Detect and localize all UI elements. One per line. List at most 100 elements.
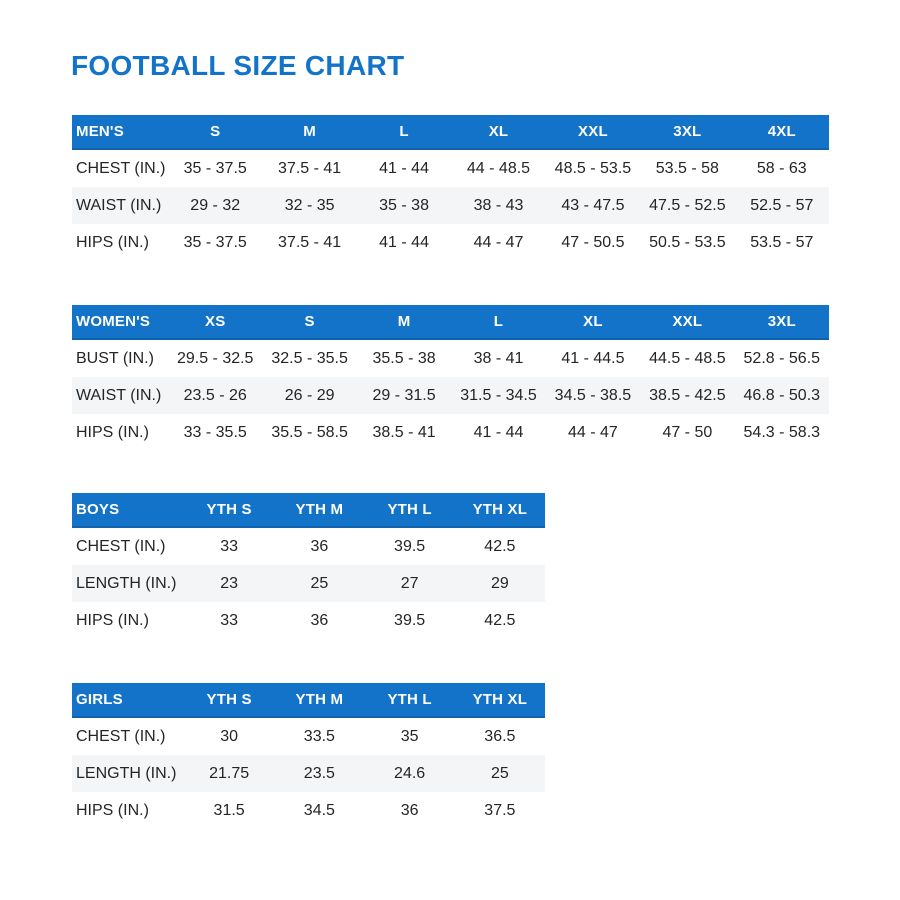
data-cell: 23.5 - 26 <box>183 386 247 404</box>
data-cell: 41 - 44 <box>379 233 429 251</box>
size-header-cell: YTH XL <box>472 501 528 518</box>
table-row: BUST (IN.) 29.5 - 32.5 32.5 - 35.5 35.5 - 3… <box>72 340 829 377</box>
row-label: LENGTH (IN.) <box>76 575 177 592</box>
data-cell: 53.5 - 58 <box>655 159 719 177</box>
data-cell: 47.5 - 52.5 <box>649 196 726 214</box>
table-row: CHEST (IN.) 35 - 37.5 37.5 - 41 41 - 44 44 -… <box>72 150 829 187</box>
table-header-row: BOYS YTH S YTH M YTH L YTH XL <box>72 493 545 528</box>
size-header-cell: 3XL <box>767 313 796 330</box>
size-table-girls: GIRLS YTH S YTH M YTH L YTH XL CHEST (IN.) 30 3… <box>72 683 545 829</box>
data-cell: 25 <box>310 574 329 592</box>
row-label: WAIST (IN.) <box>76 197 162 214</box>
data-cell: 41 - 44 <box>379 159 429 177</box>
data-cell: 42.5 <box>484 611 516 629</box>
size-header-cell: XS <box>205 313 226 330</box>
data-cell: 27 <box>400 574 419 592</box>
table-row: WAIST (IN.) 23.5 - 26 26 - 29 29 - 31.5 31.5… <box>72 377 829 414</box>
size-header-cell: XXL <box>578 123 608 140</box>
data-cell: 23.5 <box>303 764 335 782</box>
data-cell: 37.5 - 41 <box>278 159 342 177</box>
data-cell: 21.75 <box>209 764 250 782</box>
data-cell: 29 - 32 <box>190 196 241 214</box>
data-cell: 32.5 - 35.5 <box>271 349 348 367</box>
data-cell: 35 <box>400 727 419 745</box>
table-row: HIPS (IN.) 33 36 39.5 42.5 <box>72 602 545 639</box>
data-cell: 52.8 - 56.5 <box>743 349 821 367</box>
table-row: WAIST (IN.) 29 - 32 32 - 35 35 - 38 38 - 43 4… <box>72 187 829 224</box>
row-label: BUST (IN.) <box>76 350 154 367</box>
page-title: FOOTBALL SIZE CHART <box>71 50 405 81</box>
size-header-cell: YTH S <box>206 501 252 518</box>
data-cell: 31.5 - 34.5 <box>460 386 537 404</box>
data-cell: 43 - 47.5 <box>561 196 625 214</box>
table-row: HIPS (IN.) 31.5 34.5 36 37.5 <box>72 792 545 829</box>
data-cell: 34.5 - 38.5 <box>554 386 632 404</box>
data-cell: 33 - 35.5 <box>183 423 247 441</box>
data-cell: 33.5 <box>303 727 335 745</box>
data-cell: 35 - 38 <box>379 196 429 214</box>
data-cell: 23 <box>220 574 239 592</box>
size-header-cell: YTH L <box>387 691 432 708</box>
size-table-mens: MEN'S S M L XL XXL 3XL 4XL CHEST (IN.) 35 - 37.5 3… <box>72 115 829 261</box>
data-cell: 35.5 - 58.5 <box>271 423 348 441</box>
data-cell: 39.5 <box>394 611 426 629</box>
table-header-row: MEN'S S M L XL XXL 3XL 4XL <box>72 115 829 150</box>
size-header-cell: L <box>493 313 504 330</box>
data-cell: 32 - 35 <box>284 196 335 214</box>
data-cell: 44 - 47 <box>568 423 618 441</box>
size-header-cell: 3XL <box>673 123 702 140</box>
table-row: LENGTH (IN.) 23 25 27 29 <box>72 565 545 602</box>
data-cell: 36 <box>400 801 419 819</box>
size-header-cell: YTH S <box>206 691 252 708</box>
size-header-cell: YTH M <box>295 691 344 708</box>
data-cell: 52.5 - 57 <box>750 196 814 214</box>
data-cell: 36 <box>310 611 329 629</box>
table-title-cell: WOMEN'S <box>76 314 151 329</box>
data-cell: 24.6 <box>394 764 426 782</box>
size-header-cell: S <box>210 123 221 140</box>
data-cell: 29 <box>490 574 509 592</box>
data-cell: 33 <box>220 537 239 555</box>
data-cell: 46.8 - 50.3 <box>743 386 821 404</box>
size-table-womens: WOMEN'S XS S M L XL XXL 3XL BUST (IN.) 29.5 - 32.… <box>72 305 829 451</box>
data-cell: 50.5 - 53.5 <box>649 233 726 251</box>
data-cell: 30 <box>220 727 239 745</box>
data-cell: 38.5 - 42.5 <box>649 386 726 404</box>
data-cell: 44 - 48.5 <box>466 159 531 177</box>
data-cell: 36.5 <box>484 727 516 745</box>
data-cell: 44 - 47 <box>473 233 524 251</box>
size-header-cell: M <box>303 123 316 140</box>
table-header-row: WOMEN'S XS S M L XL XXL 3XL <box>72 305 829 340</box>
data-cell: 42.5 <box>484 537 516 555</box>
data-cell: 44.5 - 48.5 <box>649 349 726 367</box>
data-cell: 29 - 31.5 <box>372 386 436 404</box>
table-header-row: GIRLS YTH S YTH M YTH L YTH XL <box>72 683 545 718</box>
data-cell: 26 - 29 <box>284 386 335 404</box>
size-header-cell: XXL <box>672 313 703 330</box>
row-label: WAIST (IN.) <box>76 387 162 404</box>
data-cell: 36 <box>310 537 329 555</box>
data-cell: 25 <box>490 764 509 782</box>
data-cell: 35 - 37.5 <box>183 159 247 177</box>
table-title-cell: BOYS <box>76 502 120 517</box>
row-label: CHEST (IN.) <box>76 728 166 745</box>
table-row: LENGTH (IN.) 21.75 23.5 24.6 25 <box>72 755 545 792</box>
size-header-cell: XL <box>488 123 509 140</box>
data-cell: 47 - 50 <box>662 423 713 441</box>
data-cell: 53.5 - 57 <box>750 233 814 251</box>
size-header-cell: L <box>399 123 409 140</box>
size-header-cell: YTH M <box>295 501 344 518</box>
data-cell: 41 - 44.5 <box>561 349 625 367</box>
data-cell: 35 - 37.5 <box>183 233 247 251</box>
table-row: HIPS (IN.) 33 - 35.5 35.5 - 58.5 38.5 - 41 4… <box>72 414 829 451</box>
data-cell: 34.5 <box>303 801 335 819</box>
size-table-boys: BOYS YTH S YTH M YTH L YTH XL CHEST (IN.) 33 36… <box>72 493 545 639</box>
row-label: HIPS (IN.) <box>76 234 149 251</box>
data-cell: 58 - 63 <box>756 159 807 177</box>
table-row: HIPS (IN.) 35 - 37.5 37.5 - 41 41 - 44 44 - … <box>72 224 829 261</box>
data-cell: 38 - 41 <box>473 349 524 367</box>
row-label: CHEST (IN.) <box>76 538 166 555</box>
row-label: HIPS (IN.) <box>76 802 149 819</box>
data-cell: 29.5 - 32.5 <box>176 349 254 367</box>
data-cell: 33 <box>220 611 239 629</box>
